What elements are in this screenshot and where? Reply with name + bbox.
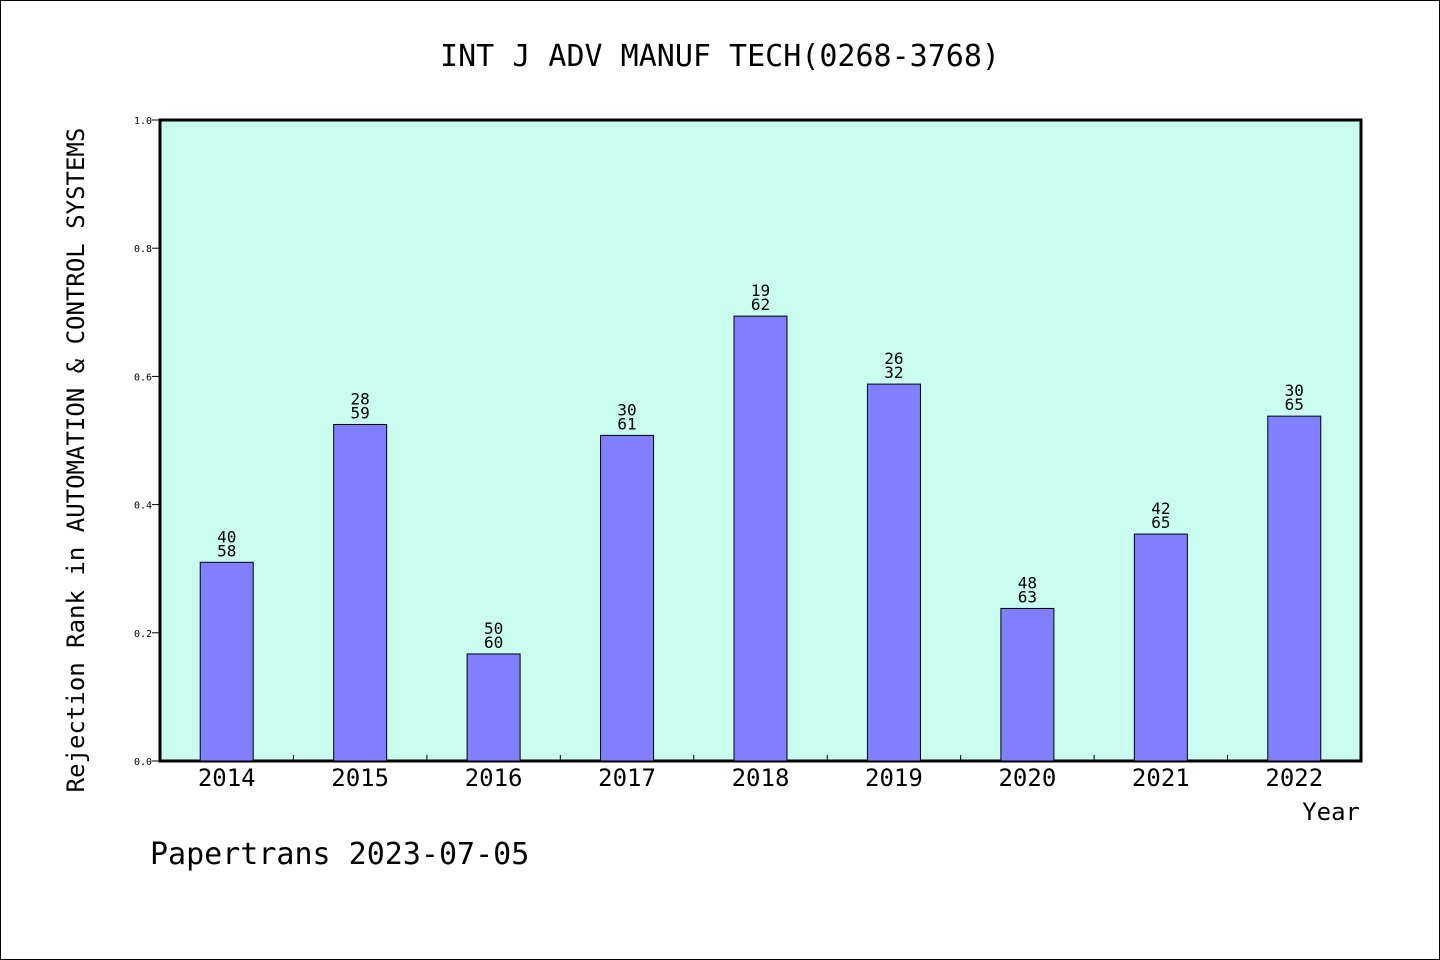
bar-label-top: 48 (1018, 573, 1037, 592)
y-tick-label: 1.0 (134, 116, 152, 127)
x-tick-label: 2018 (732, 764, 790, 792)
bar-label-top: 30 (1285, 381, 1304, 400)
bar-label-bottom: 65 (1285, 395, 1304, 414)
y-axis: 0.0 0.2 0.4 0.6 0.8 1.0 (134, 116, 160, 768)
chart-title: INT J ADV MANUF TECH(0268-3768) (440, 39, 1000, 74)
y-tick-label: 0.0 (134, 757, 152, 768)
x-tick-label: 2020 (998, 764, 1056, 792)
y-tick-label: 0.4 (134, 501, 152, 512)
x-tick-label: 2017 (598, 764, 656, 792)
bar-label-top: 42 (1151, 499, 1170, 518)
bar (733, 315, 788, 762)
bar-label-top: 19 (751, 281, 770, 300)
bar (466, 653, 521, 762)
bar-label-bottom: 58 (217, 541, 236, 560)
footer-text: Papertrans 2023-07-05 (150, 837, 529, 872)
bar-label-bottom: 63 (1018, 587, 1037, 606)
bar-label-bottom: 61 (617, 414, 636, 433)
bar-label-top: 40 (217, 527, 236, 546)
bar (1133, 533, 1188, 762)
bar-label-bottom: 65 (1151, 513, 1170, 532)
bar (866, 383, 921, 762)
bar (600, 434, 655, 762)
y-tick-label: 0.2 (134, 629, 152, 640)
bar-label-top: 50 (484, 619, 503, 638)
bar-label-bottom: 59 (351, 403, 370, 422)
y-tick-label: 0.8 (134, 244, 152, 255)
bar-label-bottom: 32 (884, 363, 903, 382)
x-tick-label: 2021 (1132, 764, 1190, 792)
bar (199, 561, 254, 762)
bar (1000, 607, 1055, 762)
bar-label-bottom: 62 (751, 295, 770, 314)
bar-label-top: 26 (884, 349, 903, 368)
x-tick-label: 2016 (465, 764, 523, 792)
bar-label-bottom: 60 (484, 633, 503, 652)
y-axis-title: Rejection Rank in AUTOMATION & CONTROL S… (62, 128, 90, 793)
y-tick-label: 0.6 (134, 372, 152, 383)
bar (333, 423, 388, 762)
bar (1267, 415, 1322, 762)
x-tick-label: 2015 (331, 764, 389, 792)
x-tick-label: 2022 (1265, 764, 1323, 792)
x-tick-label: 2014 (198, 764, 256, 792)
bar-label-top: 28 (351, 389, 370, 408)
bar-label-top: 30 (617, 400, 636, 419)
x-tick-label: 2019 (865, 764, 923, 792)
x-axis-title: Year (1302, 798, 1360, 826)
x-axis: 2014 2015 2016 2017 2018 2019 2020 2021 2022 (198, 755, 1323, 792)
